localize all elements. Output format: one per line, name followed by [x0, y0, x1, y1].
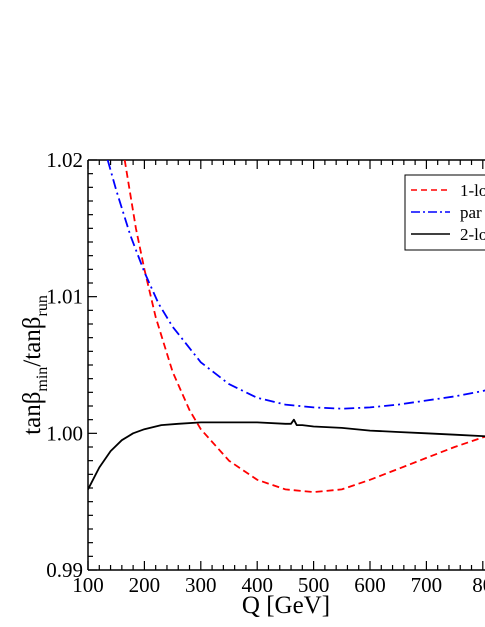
legend-label-par: par: [460, 203, 482, 222]
series-line-1-lo: [123, 160, 485, 494]
x-tick-label: 500: [298, 573, 330, 597]
x-tick-label: 600: [354, 573, 386, 597]
y-axis-title-base1: tanβ: [19, 392, 46, 435]
legend: 1-lo par 2-lo: [404, 174, 485, 251]
y-tick-label: 1.02: [46, 148, 83, 172]
y-axis-title-sub2: run: [34, 295, 51, 316]
x-tick-label: 200: [129, 573, 161, 597]
x-tick-label: 80: [472, 573, 485, 597]
y-axis-title-sep: /tanβ: [19, 316, 46, 366]
y-tick-label: 0.99: [46, 558, 83, 582]
series-line-2-lo: [88, 418, 485, 490]
y-axis-title: tanβmin/tanβrun: [19, 295, 51, 435]
y-tick-label: 1.01: [46, 285, 83, 309]
x-tick-label: 700: [411, 573, 443, 597]
legend-label-2-lo: 2-lo: [460, 225, 485, 244]
legend-label-1-lo: 1-lo: [460, 181, 485, 200]
series-line-par: [106, 160, 485, 410]
y-tick-label: 1.00: [46, 421, 83, 445]
x-tick-label: 300: [185, 573, 217, 597]
x-axis-title: Q [GeV]: [242, 592, 330, 619]
x-tick-label: 400: [241, 573, 273, 597]
y-axis-title-sub1: min: [34, 367, 51, 392]
x-tick-label: 100: [72, 573, 104, 597]
